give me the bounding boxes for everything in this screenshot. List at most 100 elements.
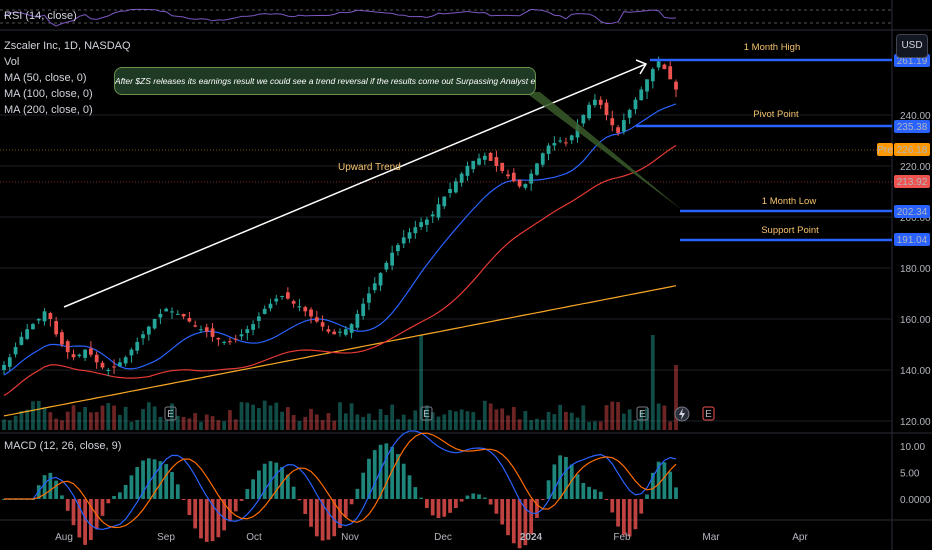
candle-body	[338, 331, 342, 333]
earnings-marker[interactable]: E	[420, 406, 433, 421]
volume-bar	[262, 400, 267, 430]
earnings-marker[interactable]: E	[164, 406, 177, 421]
macd-bar	[233, 499, 238, 512]
volume-bar	[89, 412, 93, 430]
legend-ma50[interactable]: MA (50, close, 0)	[4, 72, 87, 84]
macd-bar	[656, 461, 661, 499]
price-tick: 200.00	[900, 213, 931, 224]
earnings-marker[interactable]: E	[636, 406, 649, 421]
macd-bar	[511, 499, 516, 544]
volume-bar	[245, 402, 250, 430]
candle-body	[564, 142, 568, 144]
volume-bar	[71, 405, 76, 430]
candle-body	[662, 64, 667, 70]
candle-body	[627, 109, 632, 118]
macd-bar	[158, 461, 163, 499]
candle-body	[257, 316, 261, 321]
symbol-title[interactable]: Zscaler Inc, 1D, NASDAQ	[4, 40, 131, 52]
level-support-point[interactable]: Support Point	[680, 225, 892, 242]
candle-body	[668, 66, 673, 80]
volume-bar	[280, 411, 284, 430]
legend-ma100[interactable]: MA (100, close, 0)	[4, 88, 93, 100]
svg-text:E: E	[423, 409, 430, 420]
macd-histogram	[2, 443, 678, 549]
volume-bar	[448, 410, 452, 430]
upward-trend-line[interactable]	[63, 63, 647, 308]
macd-axis: 10.00 5.00 0.0000	[900, 442, 931, 506]
level-1-month-high[interactable]: 1 Month High	[650, 42, 892, 62]
level-1-month-low[interactable]: 1 Month Low	[680, 196, 892, 213]
macd-bar	[222, 499, 227, 531]
candle-body	[598, 99, 603, 105]
macd-line	[4, 430, 677, 531]
currency-button[interactable]: USD	[896, 34, 928, 58]
volume-bar	[523, 411, 528, 430]
earnings-marker-upcoming[interactable]: E	[702, 406, 715, 421]
volume-bar	[511, 407, 516, 430]
macd-bar	[106, 499, 111, 504]
candle-body	[280, 296, 284, 298]
candle-body	[552, 143, 557, 146]
macd-bar	[245, 489, 250, 499]
volume-bar	[48, 412, 53, 430]
volume-bar	[413, 410, 418, 430]
legend-vol[interactable]: Vol	[4, 56, 20, 68]
macd-bar	[65, 499, 70, 511]
candle-body	[251, 324, 255, 330]
volume-bar	[425, 405, 429, 430]
candle-body	[141, 334, 145, 339]
macd-bar	[564, 457, 568, 499]
macd-bar	[442, 499, 447, 517]
volume-bar	[540, 419, 545, 430]
legend-ma200[interactable]: MA (200, close, 0)	[4, 104, 93, 116]
volume-bar	[117, 414, 122, 430]
level-pivot-point[interactable]: Pivot Point	[636, 109, 892, 128]
level-label: 1 Month Low	[762, 196, 817, 207]
macd-bar	[471, 493, 476, 499]
analysis-callout[interactable]: After $ZS releases its earnings result w…	[114, 67, 536, 95]
macd-bar	[187, 499, 192, 516]
macd-bar	[129, 475, 134, 499]
candle-body	[129, 349, 134, 356]
volume-bar	[349, 403, 354, 430]
macd-bar	[320, 499, 325, 541]
macd-bar	[367, 458, 371, 499]
volume-bar	[36, 400, 41, 430]
candle-body	[239, 334, 244, 337]
candle-body	[430, 214, 435, 217]
volume-bar	[25, 409, 30, 430]
candle-body	[152, 319, 157, 329]
candle-body	[610, 118, 615, 126]
lightning-icon[interactable]	[674, 406, 690, 422]
macd-bar	[540, 499, 545, 500]
price-axis: 240.00 220.00 200.00 180.00 160.00 140.00 120.…	[900, 111, 931, 428]
volume-bar	[645, 408, 649, 430]
candle-body	[343, 329, 348, 335]
candle-body	[517, 179, 522, 187]
macd-bar	[575, 474, 580, 499]
macd-bar	[309, 499, 313, 527]
macd-bar	[610, 499, 615, 513]
volume-bar	[372, 420, 377, 430]
candle-body	[332, 331, 337, 335]
candle-body	[633, 99, 638, 110]
volume-bar	[65, 411, 70, 430]
macd-bar	[535, 499, 539, 518]
candle-body	[639, 89, 644, 101]
candle-body	[465, 166, 470, 176]
candle-body	[291, 301, 296, 304]
volume-bar	[430, 412, 435, 430]
macd-bar	[459, 499, 464, 502]
price-tick: 240.00	[900, 111, 931, 122]
macd-bar	[175, 484, 180, 499]
level-label: Pivot Point	[753, 109, 799, 120]
rsi-line	[3, 8, 677, 27]
candle-body	[326, 329, 331, 332]
macd-bar	[650, 472, 655, 499]
price-badge-support: 191.04	[894, 233, 930, 246]
candle-body	[546, 145, 551, 154]
candle-body	[361, 303, 366, 316]
macd-bar	[633, 499, 638, 530]
macd-bar	[407, 475, 412, 499]
volume-bar	[31, 401, 35, 430]
